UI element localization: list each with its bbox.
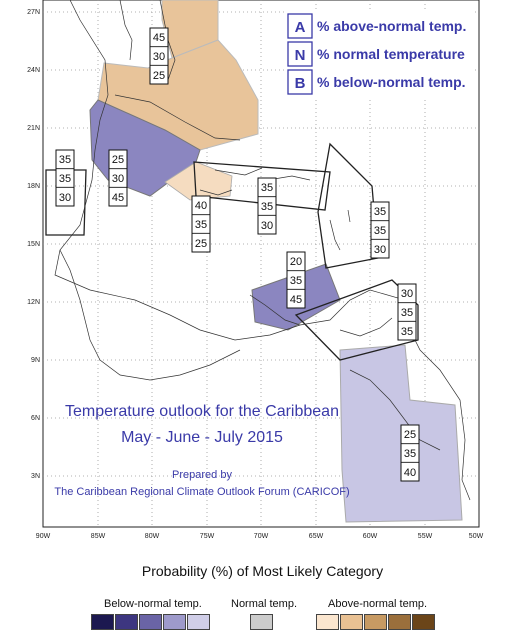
- swatch-above-4: [388, 614, 411, 630]
- prob-value: 35: [59, 173, 71, 185]
- key-letter-box: [287, 13, 313, 39]
- prob-value: 30: [153, 51, 165, 63]
- legend-normal-label: Normal temp.: [231, 598, 298, 610]
- prob-box: 35 35 30: [55, 149, 75, 207]
- lon-axis: 90W 85W 80W 75W 70W 65W 60W 55W 50W: [36, 533, 484, 540]
- prob-value: 30: [261, 220, 273, 232]
- prob-box: 40 35 25: [191, 195, 211, 253]
- prob-value: 35: [195, 219, 207, 231]
- prob-value: 40: [404, 467, 416, 479]
- map-title-line2: May - June - July 2015: [121, 429, 283, 446]
- swatch-below-4: [163, 614, 186, 630]
- prob-box: 45 30 25: [149, 27, 169, 85]
- prob-value: 45: [153, 32, 165, 44]
- swatch-below-1: [91, 614, 114, 630]
- swatch-above-3: [364, 614, 387, 630]
- region-jamaica-above-light: [164, 161, 233, 201]
- lon-label: 75W: [200, 533, 215, 540]
- map-key: A N B % above-normal temp. % normal temp…: [285, 10, 475, 100]
- swatch-above-1: [316, 614, 339, 630]
- lat-axis: 27N 24N 21N 18N 15N 12N 9N 6N 3N: [27, 9, 40, 480]
- prob-value: 35: [401, 326, 413, 338]
- legend-normal-swatches: [250, 614, 274, 630]
- lat-label: 27N: [27, 9, 40, 16]
- lat-label: 3N: [31, 473, 40, 480]
- legend-above-swatches: [316, 614, 436, 630]
- lon-label: 90W: [36, 533, 51, 540]
- probability-boxes: 45 30 25 35 35 30 25 30 45 40 35: [55, 27, 420, 482]
- prob-value: 35: [374, 225, 386, 237]
- prob-value: 35: [59, 154, 71, 166]
- prob-value: 35: [401, 307, 413, 319]
- prob-value: 35: [404, 448, 416, 460]
- legend-title: Probability (%) of Most Likely Category: [141, 563, 384, 579]
- lon-label: 85W: [91, 533, 106, 540]
- key-letter-box: [287, 69, 313, 95]
- prob-value: 30: [112, 173, 124, 185]
- prob-value: 30: [374, 244, 386, 256]
- map-title-line1: Temperature outlook for the Caribbean: [65, 403, 339, 420]
- key-letter: A: [295, 19, 306, 36]
- key-background: [285, 10, 475, 100]
- lat-label: 6N: [31, 415, 40, 422]
- prob-value: 45: [290, 294, 302, 306]
- lat-label: 18N: [27, 183, 40, 190]
- prepared-by: Prepared by: [172, 469, 232, 481]
- legend-below-swatches: [91, 614, 211, 630]
- swatch-below-5: [187, 614, 210, 630]
- prob-value: 35: [374, 206, 386, 218]
- swatch-above-5: [412, 614, 435, 630]
- prob-value: 25: [153, 70, 165, 82]
- prob-value: 35: [261, 182, 273, 194]
- prob-box: 35 35 30: [257, 177, 277, 235]
- key-text: % below-normal temp.: [317, 74, 466, 90]
- swatch-above-2: [340, 614, 363, 630]
- lat-label: 9N: [31, 357, 40, 364]
- swatch-normal: [250, 614, 273, 630]
- prob-value: 40: [195, 200, 207, 212]
- lat-label: 12N: [27, 299, 40, 306]
- prob-value: 20: [290, 256, 302, 268]
- prob-box: 25 35 40: [400, 424, 420, 482]
- prob-value: 25: [195, 238, 207, 250]
- lat-label: 15N: [27, 241, 40, 248]
- caribbean-outlook-map: 27N 24N 21N 18N 15N 12N 9N 6N 3N 90W 85W…: [27, 0, 484, 540]
- lon-label: 80W: [145, 533, 160, 540]
- key-letter: B: [295, 75, 306, 92]
- forum-name: The Caribbean Regional Climate Outlook F…: [54, 486, 349, 498]
- lon-label: 70W: [254, 533, 269, 540]
- swatch-below-2: [115, 614, 138, 630]
- lon-label: 55W: [418, 533, 433, 540]
- key-letter-box: [287, 41, 313, 67]
- prob-value: 45: [112, 192, 124, 204]
- prob-box: 20 35 45: [286, 251, 306, 309]
- map-title: Temperature outlook for the Caribbean Ma…: [54, 403, 349, 498]
- legend-below-label: Below-normal temp.: [104, 598, 202, 610]
- lat-label: 21N: [27, 125, 40, 132]
- prob-value: 30: [401, 288, 413, 300]
- key-letter: N: [295, 47, 306, 64]
- lon-label: 65W: [309, 533, 324, 540]
- prob-value: 35: [261, 201, 273, 213]
- lat-label: 24N: [27, 67, 40, 74]
- prob-value: 25: [404, 429, 416, 441]
- prob-box: 30 35 35: [397, 283, 417, 341]
- prob-value: 30: [59, 192, 71, 204]
- legend-above-label: Above-normal temp.: [328, 598, 428, 610]
- prob-box: 35 35 30: [370, 201, 390, 259]
- lon-label: 60W: [363, 533, 378, 540]
- prob-value: 25: [112, 154, 124, 166]
- prob-value: 35: [290, 275, 302, 287]
- prob-box: 25 30 45: [108, 149, 128, 207]
- swatch-below-3: [139, 614, 162, 630]
- key-text: % above-normal temp.: [317, 18, 466, 34]
- lon-label: 50W: [469, 533, 484, 540]
- key-text: % normal temperature: [317, 46, 465, 62]
